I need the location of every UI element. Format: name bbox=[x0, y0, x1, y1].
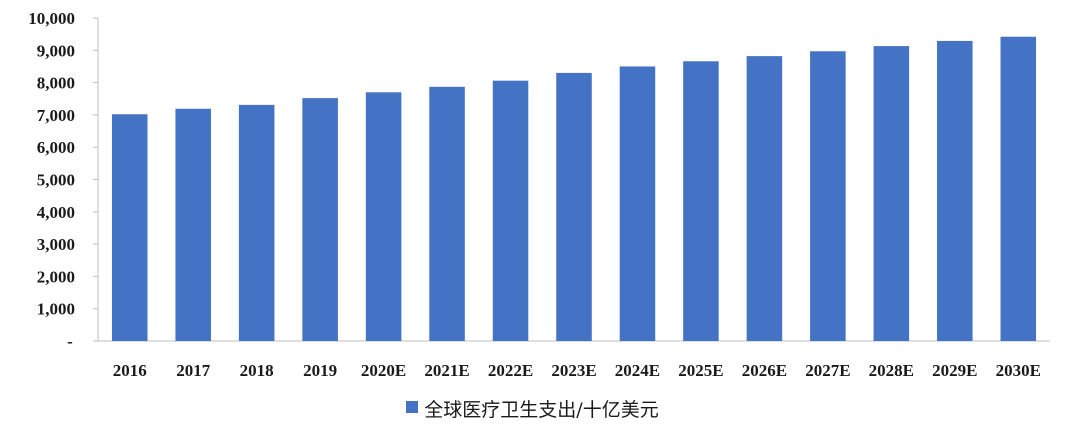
bar-2024E bbox=[619, 66, 656, 341]
x-tick-label: 2030E bbox=[996, 361, 1041, 380]
bar-2017 bbox=[175, 108, 211, 341]
x-tick-label: 2016 bbox=[113, 361, 147, 380]
y-tick-label: 1,000 bbox=[37, 300, 75, 319]
bar-2028E bbox=[873, 46, 910, 341]
bar-2021E bbox=[429, 86, 465, 341]
y-tick-label: 10,000 bbox=[28, 9, 75, 28]
legend-label: 全球医疗卫生支出/十亿美元 bbox=[424, 399, 659, 421]
bar-2029E bbox=[937, 40, 973, 342]
x-tick-label: 2028E bbox=[869, 361, 914, 380]
y-tick-label: 2,000 bbox=[37, 267, 75, 286]
bar-2016 bbox=[111, 114, 148, 341]
y-tick-label: 8,000 bbox=[37, 74, 75, 93]
x-tick-label: 2017 bbox=[176, 361, 211, 380]
bar-chart: - 1,000 2,000 3,000 4,000 5,000 6,000 7,000 8,00… bbox=[28, 9, 1050, 380]
bar-2023E bbox=[556, 72, 592, 341]
x-tick-label: 2020E bbox=[361, 361, 406, 380]
x-tick-label: 2021E bbox=[424, 361, 469, 380]
x-tick-label: 2024E bbox=[615, 361, 660, 380]
y-tick-label: 9,000 bbox=[37, 41, 75, 60]
legend-swatch bbox=[406, 400, 419, 413]
bar-2018 bbox=[238, 104, 275, 342]
x-tick-label: 2018 bbox=[240, 361, 274, 380]
y-tick-label: 4,000 bbox=[37, 203, 75, 222]
bar-2025E bbox=[683, 61, 719, 341]
x-tick-label: 2019 bbox=[303, 361, 337, 380]
y-tick-label: - bbox=[67, 332, 73, 351]
x-tick-label: 2025E bbox=[678, 361, 723, 380]
y-tick-label: 7,000 bbox=[37, 106, 75, 125]
y-tick-label: 6,000 bbox=[37, 138, 75, 157]
bar-2020E bbox=[365, 92, 402, 341]
bar-2030E bbox=[1000, 36, 1037, 341]
x-tick-label: 2023E bbox=[551, 361, 596, 380]
bar-2026E bbox=[746, 56, 783, 341]
y-tick-label: 3,000 bbox=[37, 235, 75, 254]
y-tick-label: 5,000 bbox=[37, 171, 75, 190]
x-tick-label: 2026E bbox=[742, 361, 787, 380]
bar-2019 bbox=[302, 98, 338, 341]
bar-2022E bbox=[492, 80, 529, 342]
legend: 全球医疗卫生支出/十亿美元 bbox=[0, 395, 1065, 422]
x-tick-label: 2027E bbox=[805, 361, 850, 380]
bar-2027E bbox=[810, 51, 846, 341]
x-tick-label: 2029E bbox=[932, 361, 977, 380]
x-tick-label: 2022E bbox=[488, 361, 533, 380]
